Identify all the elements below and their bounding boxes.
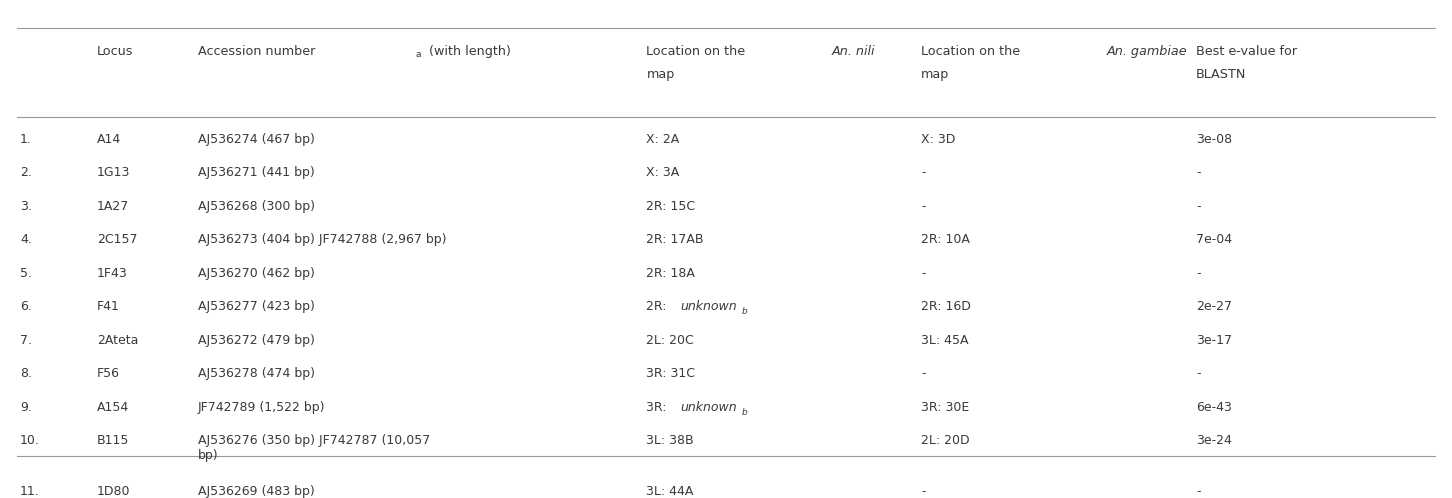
Text: BLASTN: BLASTN <box>1196 68 1246 81</box>
Text: 8.: 8. <box>20 367 32 380</box>
Text: -: - <box>921 166 926 179</box>
Text: 2R: 16D: 2R: 16D <box>921 300 971 313</box>
Text: -: - <box>921 200 926 213</box>
Text: 6.: 6. <box>20 300 32 313</box>
Text: 2.: 2. <box>20 166 32 179</box>
Text: AJ536269 (483 bp): AJ536269 (483 bp) <box>197 486 315 498</box>
Text: 3L: 45A: 3L: 45A <box>921 334 968 347</box>
Text: 1.: 1. <box>20 133 32 146</box>
Text: 2R: 10A: 2R: 10A <box>921 234 970 247</box>
Text: map: map <box>646 68 675 81</box>
Text: AJ536271 (441 bp): AJ536271 (441 bp) <box>197 166 315 179</box>
Text: 3R: 31C: 3R: 31C <box>646 367 696 380</box>
Text: X: 2A: X: 2A <box>646 133 680 146</box>
Text: 3.: 3. <box>20 200 32 213</box>
Text: 9.: 9. <box>20 401 32 414</box>
Text: 7e-04: 7e-04 <box>1196 234 1233 247</box>
Text: 4.: 4. <box>20 234 32 247</box>
Text: -: - <box>1196 486 1201 498</box>
Text: B115: B115 <box>97 434 129 447</box>
Text: An. nili: An. nili <box>832 45 876 58</box>
Text: 2R: 15C: 2R: 15C <box>646 200 696 213</box>
Text: An. gambiae: An. gambiae <box>1106 45 1188 58</box>
Text: AJ536276 (350 bp) JF742787 (10,057
bp): AJ536276 (350 bp) JF742787 (10,057 bp) <box>197 434 430 462</box>
Text: Best e-value for: Best e-value for <box>1196 45 1297 58</box>
Text: 2L: 20D: 2L: 20D <box>921 434 970 447</box>
Text: 5.: 5. <box>20 267 32 280</box>
Text: 3e-17: 3e-17 <box>1196 334 1233 347</box>
Text: 6e-43: 6e-43 <box>1196 401 1231 414</box>
Text: 3e-24: 3e-24 <box>1196 434 1231 447</box>
Text: 10.: 10. <box>20 434 41 447</box>
Text: AJ536277 (423 bp): AJ536277 (423 bp) <box>197 300 315 313</box>
Text: A14: A14 <box>97 133 121 146</box>
Text: JF742789 (1,522 bp): JF742789 (1,522 bp) <box>197 401 325 414</box>
Text: 1F43: 1F43 <box>97 267 128 280</box>
Text: AJ536273 (404 bp) JF742788 (2,967 bp): AJ536273 (404 bp) JF742788 (2,967 bp) <box>197 234 447 247</box>
Text: 2R: 17AB: 2R: 17AB <box>646 234 704 247</box>
Text: F41: F41 <box>97 300 119 313</box>
Text: b: b <box>742 408 748 417</box>
Text: 3R:: 3R: <box>646 401 671 414</box>
Text: 1A27: 1A27 <box>97 200 129 213</box>
Text: Location on the: Location on the <box>921 45 1025 58</box>
Text: AJ536268 (300 bp): AJ536268 (300 bp) <box>197 200 315 213</box>
Text: unknown: unknown <box>680 300 736 313</box>
Text: A154: A154 <box>97 401 129 414</box>
Text: 1G13: 1G13 <box>97 166 131 179</box>
Text: 7.: 7. <box>20 334 32 347</box>
Text: 3R: 30E: 3R: 30E <box>921 401 970 414</box>
Text: AJ536272 (479 bp): AJ536272 (479 bp) <box>197 334 315 347</box>
Text: F56: F56 <box>97 367 121 380</box>
Text: 3L: 38B: 3L: 38B <box>646 434 694 447</box>
Text: -: - <box>1196 367 1201 380</box>
Text: -: - <box>921 267 926 280</box>
Text: Locus: Locus <box>97 45 134 58</box>
Text: 1D80: 1D80 <box>97 486 131 498</box>
Text: Location on the: Location on the <box>646 45 749 58</box>
Text: 2e-27: 2e-27 <box>1196 300 1233 313</box>
Text: -: - <box>921 367 926 380</box>
Text: -: - <box>921 486 926 498</box>
Text: b: b <box>742 307 748 316</box>
Text: 3e-08: 3e-08 <box>1196 133 1233 146</box>
Text: AJ536278 (474 bp): AJ536278 (474 bp) <box>197 367 315 380</box>
Text: AJ536270 (462 bp): AJ536270 (462 bp) <box>197 267 315 280</box>
Text: Accession number: Accession number <box>197 45 319 58</box>
Text: 3L: 44A: 3L: 44A <box>646 486 694 498</box>
Text: AJ536274 (467 bp): AJ536274 (467 bp) <box>197 133 315 146</box>
Text: map: map <box>921 68 950 81</box>
Text: unknown: unknown <box>680 401 736 414</box>
Text: (with length): (with length) <box>425 45 511 58</box>
Text: X: 3D: X: 3D <box>921 133 955 146</box>
Text: 2Ateta: 2Ateta <box>97 334 138 347</box>
Text: 2C157: 2C157 <box>97 234 138 247</box>
Text: 2L: 20C: 2L: 20C <box>646 334 694 347</box>
Text: a: a <box>415 50 421 59</box>
Text: 11.: 11. <box>20 486 39 498</box>
Text: 2R: 18A: 2R: 18A <box>646 267 696 280</box>
Text: 2R:: 2R: <box>646 300 671 313</box>
Text: -: - <box>1196 166 1201 179</box>
Text: -: - <box>1196 267 1201 280</box>
Text: X: 3A: X: 3A <box>646 166 680 179</box>
Text: -: - <box>1196 200 1201 213</box>
